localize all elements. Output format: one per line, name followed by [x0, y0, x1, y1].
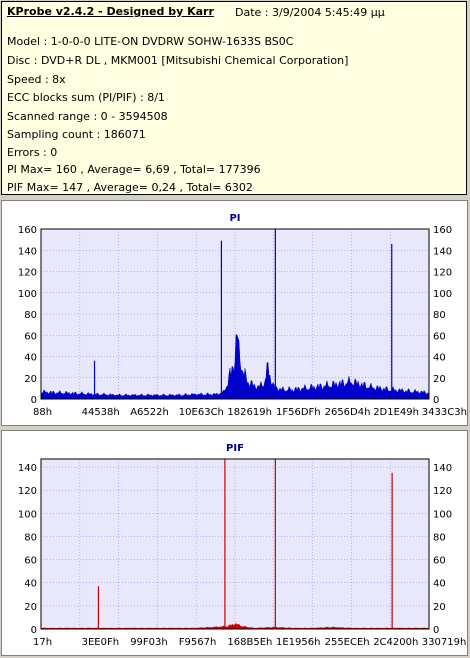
pif-series: [40, 622, 430, 630]
pif-ytick-right: 120: [433, 486, 452, 497]
pif-xtick-label: 330719h: [422, 637, 467, 648]
sampling-count-line: Sampling count : 186071: [7, 128, 146, 141]
pif-xtick-label: 255ECEh: [325, 637, 370, 648]
pi-chart-panel: PI 0 0 20 20 40 40 60 60 80 80 100 100 120 120 140 140 16…: [1, 200, 468, 426]
pif-ytick-left: 0: [31, 625, 37, 636]
pif-stats-line: PIF Max= 147 , Average= 0,24 , Total= 63…: [7, 181, 253, 194]
pi-ytick-right: 0: [433, 395, 439, 406]
pif-ytick-right: 0: [433, 625, 439, 636]
pif-chart-panel: PIF 0 0 20 20 40 40 60 60 80 80 100 100 120 120 140 140 1…: [1, 430, 468, 656]
pi-ytick-right: 120: [433, 268, 452, 279]
pi-ytick-right: 20: [433, 374, 446, 385]
pi-ytick-left: 60: [24, 331, 37, 342]
pif-ytick-left: 60: [24, 556, 37, 567]
pi-ytick-right: 60: [433, 331, 446, 342]
pi-ytick-right: 160: [433, 225, 452, 236]
pif-xtick-label: 3EE0Fh: [82, 637, 119, 648]
ecc-line: ECC blocks sum (PI/PIF) : 8/1: [7, 91, 165, 104]
pi-xtick-label: 1F56DFh: [276, 407, 321, 418]
pi-series: [40, 333, 430, 400]
pi-xtick-label: 10E63Ch: [179, 407, 224, 418]
pi-ytick-right: 140: [433, 246, 452, 257]
pif-ytick-left: 20: [24, 602, 37, 613]
pif-ytick-right: 80: [433, 532, 446, 543]
pi-xtick-label: 2656D4h: [325, 407, 371, 418]
pi-xtick-label: 88h: [33, 407, 52, 418]
pif-xtick-label: 168B5Eh: [227, 637, 272, 648]
pif-plot-border: [40, 458, 430, 630]
pi-ytick-left: 160: [18, 225, 37, 236]
pi-xtick-label: A6522h: [130, 407, 169, 418]
scanned-range-line: Scanned range : 0 - 3594508: [7, 110, 168, 123]
pif-ytick-left: 120: [18, 486, 37, 497]
pif-xtick-label: F9567h: [179, 637, 217, 648]
pif-xtick-label: 2C4200h: [373, 637, 418, 648]
pi-ytick-right: 40: [433, 353, 446, 364]
pi-ytick-right: 80: [433, 310, 446, 321]
pi-ytick-left: 40: [24, 353, 37, 364]
pif-ytick-right: 60: [433, 556, 446, 567]
scan-date: Date : 3/9/2004 5:45:49 μμ: [235, 6, 385, 19]
pi-xtick-label: 2D1E49h: [373, 407, 419, 418]
pi-ytick-left: 0: [31, 395, 37, 406]
pif-xtick-label: 99F03h: [130, 637, 168, 648]
pif-ytick-left: 140: [18, 463, 37, 474]
pif-ytick-right: 20: [433, 602, 446, 613]
pi-xtick-label: 44538h: [82, 407, 120, 418]
pi-ytick-left: 120: [18, 268, 37, 279]
pif-xtick-label: 17h: [33, 637, 52, 648]
pif-ytick-left: 100: [18, 509, 37, 520]
pif-ytick-left: 80: [24, 532, 37, 543]
pi-ytick-left: 140: [18, 246, 37, 257]
pi-ytick-left: 80: [24, 310, 37, 321]
app-title: KProbe v2.4.2 - Designed by Karr: [7, 5, 214, 18]
pif-ytick-left: 40: [24, 579, 37, 590]
pi-chart-title: PI: [229, 213, 240, 224]
pi-stats-line: PI Max= 160 , Average= 6,69 , Total= 177…: [7, 163, 261, 176]
pif-ytick-right: 40: [433, 579, 446, 590]
errors-line: Errors : 0: [7, 146, 58, 159]
pi-xtick-label: 182619h: [227, 407, 272, 418]
info-panel: KProbe v2.4.2 - Designed by Karr Date : …: [1, 1, 467, 195]
pi-plot-border: [40, 228, 430, 400]
model-line: Model : 1-0-0-0 LITE-ON DVDRW SOHW-1633S…: [7, 35, 294, 48]
pif-chart-title: PIF: [226, 443, 244, 454]
pi-chart: PI 0 0 20 20 40 40 60 60 80 80 100 100 120 120 140 140 16…: [18, 213, 467, 418]
pif-xtick-label: 1E1956h: [276, 637, 320, 648]
pi-xtick-label: 3433C3h: [422, 407, 467, 418]
pi-ytick-left: 100: [18, 289, 37, 300]
disc-line: Disc : DVD+R DL , MKM001 [Mitsubishi Che…: [7, 54, 349, 67]
pi-ytick-left: 20: [24, 374, 37, 385]
pif-ytick-right: 100: [433, 509, 452, 520]
speed-line: Speed : 8x: [7, 73, 66, 86]
pif-chart: PIF 0 0 20 20 40 40 60 60 80 80 100 100 120 120 140 140 1…: [18, 443, 467, 648]
pi-ytick-right: 100: [433, 289, 452, 300]
pif-ytick-right: 140: [433, 463, 452, 474]
